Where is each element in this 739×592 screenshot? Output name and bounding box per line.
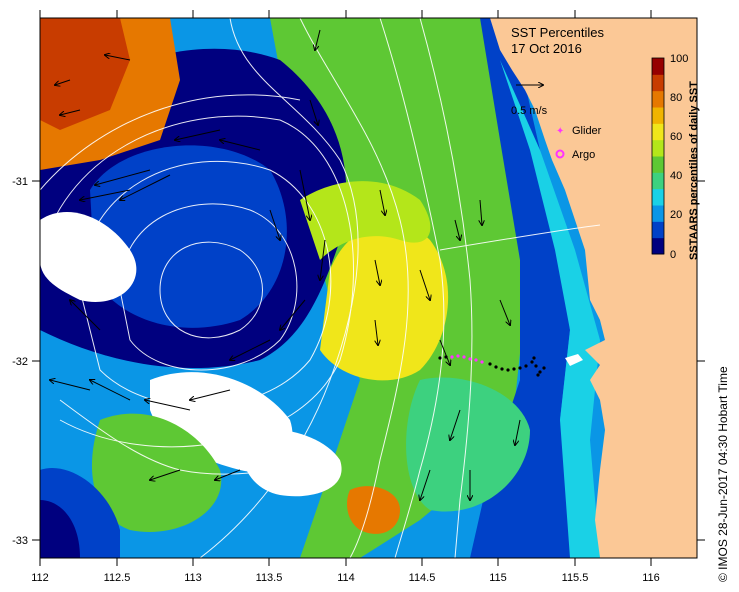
colorbar-tick: 60	[670, 131, 682, 143]
x-tick-label: 114.5	[409, 572, 436, 584]
colorbar-swatch	[652, 205, 664, 222]
warm-south	[347, 486, 400, 534]
colorbar-swatch	[652, 74, 664, 92]
x-tick-label: 116	[642, 572, 660, 584]
argo-legend-label: Argo	[572, 149, 595, 161]
colorbar-labels: 100 80 60 40 20 0	[670, 53, 688, 261]
glider-track	[438, 354, 546, 377]
map-title: SST Percentiles	[511, 25, 604, 40]
lime-ring	[300, 181, 431, 260]
rottnest-island	[565, 354, 583, 366]
colorbar-tick: 20	[670, 209, 682, 221]
colorbar-swatch	[652, 123, 664, 141]
y-tick-label: -31	[12, 176, 28, 188]
imos-credit: © IMOS 28-Jun-2017 04:30 Hobart Time	[716, 366, 730, 582]
colorbar-swatch	[652, 90, 664, 108]
glider-marker-icon: ✦	[556, 126, 564, 137]
colorbar-tick: 0	[670, 249, 676, 261]
colorbar-tick: 80	[670, 92, 682, 104]
green-south	[91, 413, 222, 532]
colorbar-swatch	[652, 139, 664, 157]
dark-southwest	[40, 500, 80, 558]
x-tick-label: 115	[489, 572, 507, 584]
land-western-australia	[490, 18, 697, 558]
eddy-mid	[90, 145, 287, 328]
vector-scale-label: 0.5 m/s	[511, 105, 548, 117]
colorbar-swatch	[652, 172, 664, 190]
y-axis-ticks	[32, 180, 705, 541]
colorbar-swatch	[652, 221, 664, 239]
white-clouds-south2	[240, 429, 342, 497]
y-tick-label: -32	[12, 356, 28, 368]
x-axis-labels: 112 112.5 113 113.5 114 114.5 115 115.5 …	[31, 572, 660, 584]
x-tick-label: 112	[31, 572, 49, 584]
south-dark-east	[406, 377, 530, 512]
colorbar-swatch	[652, 188, 664, 206]
coastal-blue	[470, 18, 590, 558]
velocity-vectors	[50, 29, 521, 500]
argo-marker-icon	[555, 149, 565, 159]
coastal-cyan	[500, 60, 600, 558]
warm-northwest-inner	[40, 18, 130, 130]
colorbar	[652, 58, 664, 255]
colorbar-swatch	[652, 237, 664, 255]
y-axis-labels: -31 -32 -33	[12, 176, 28, 547]
yellow-core	[320, 223, 449, 381]
colorbar-swatch	[652, 107, 664, 124]
x-tick-label: 114	[337, 572, 355, 584]
glider-legend-label: Glider	[572, 125, 602, 137]
x-tick-label: 113	[184, 572, 202, 584]
plot-area	[40, 18, 697, 558]
colorbar-tick: 40	[670, 170, 682, 182]
x-tick-label: 113.5	[256, 572, 283, 584]
colorbar-swatch	[652, 58, 664, 75]
colorbar-tick: 100	[670, 53, 688, 65]
x-axis-ticks	[39, 10, 652, 566]
colorbar-frame	[651, 57, 665, 255]
x-tick-label: 115.5	[562, 572, 589, 584]
y-tick-label: -33	[12, 535, 28, 547]
plot-frame	[39, 17, 698, 559]
white-clouds-west	[40, 211, 137, 302]
x-tick-label: 112.5	[104, 572, 131, 584]
colorbar-swatch	[652, 156, 664, 173]
colorbar-title: SSTAARS percentiles of daily SST	[688, 81, 700, 260]
map-date: 17 Oct 2016	[511, 41, 582, 56]
